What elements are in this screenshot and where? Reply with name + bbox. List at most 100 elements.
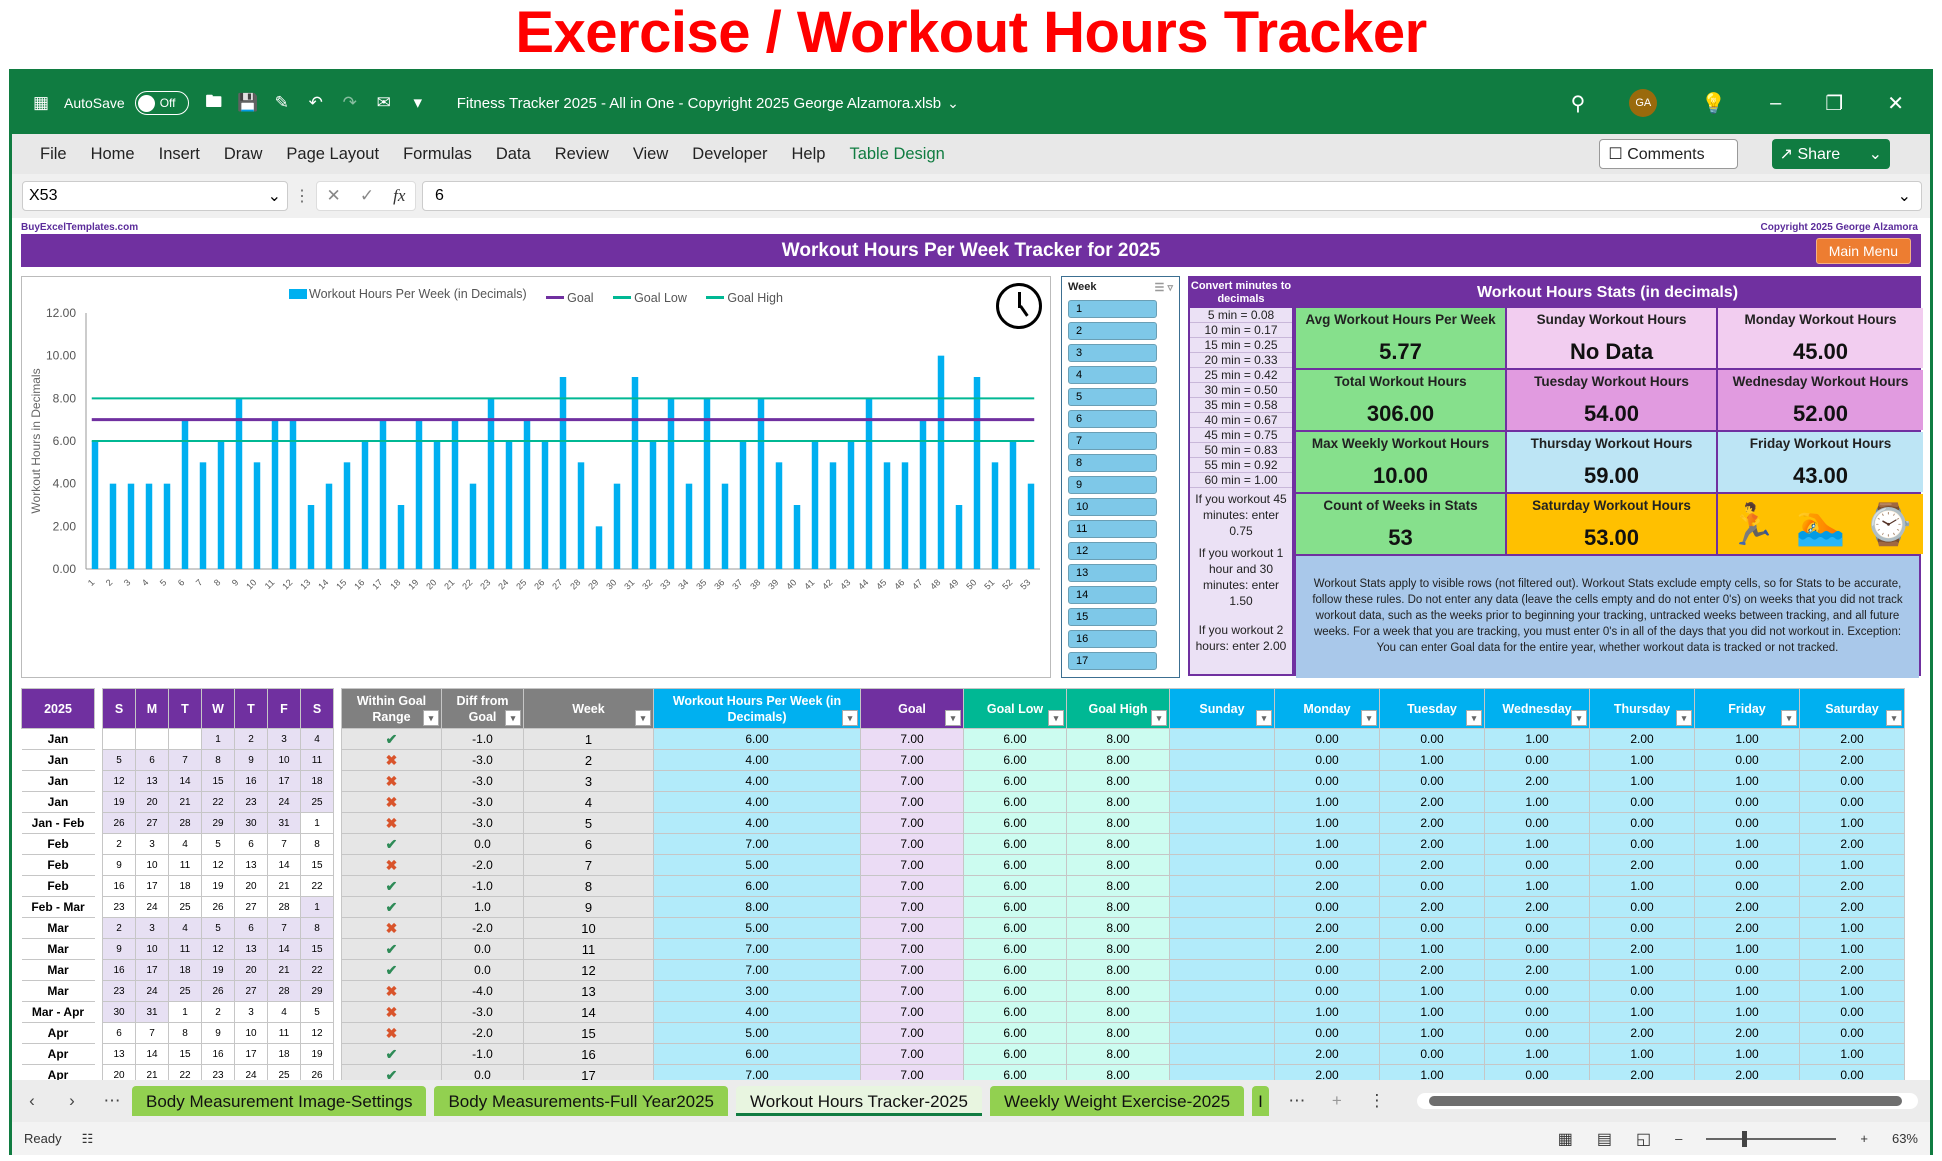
day-hours-cell[interactable]: 0.00 xyxy=(1694,791,1800,813)
diff-cell[interactable]: 0.0 xyxy=(441,959,524,981)
day-hours-cell[interactable]: 2.00 xyxy=(1274,1043,1380,1065)
col-goal-low[interactable]: Goal Low ▾ xyxy=(963,688,1067,729)
col-goal[interactable]: Goal ▾ xyxy=(860,688,964,729)
hours-cell[interactable]: 7.00 xyxy=(653,938,861,960)
day-hours-cell[interactable]: 0.00 xyxy=(1589,812,1695,834)
day-hours-cell[interactable]: 1.00 xyxy=(1589,749,1695,771)
diff-cell[interactable]: -3.0 xyxy=(441,791,524,813)
day-hours-cell[interactable]: 2.00 xyxy=(1799,875,1905,897)
day-hours-cell[interactable]: 2.00 xyxy=(1799,959,1905,981)
filter-dropdown-icon[interactable]: ▾ xyxy=(635,710,651,726)
day-hours-cell[interactable]: 1.00 xyxy=(1274,1001,1380,1023)
diff-cell[interactable]: 0.0 xyxy=(441,1064,524,1080)
day-hours-cell[interactable] xyxy=(1169,812,1275,834)
day-hours-cell[interactable]: 0.00 xyxy=(1589,833,1695,855)
goal-cell[interactable]: 7.00 xyxy=(860,791,964,813)
sheet-tab-active[interactable]: Workout Hours Tracker-2025 xyxy=(736,1086,982,1116)
day-hours-cell[interactable]: 0.00 xyxy=(1274,770,1380,792)
day-hours-cell[interactable]: 0.00 xyxy=(1799,1022,1905,1044)
goal-low-cell[interactable]: 6.00 xyxy=(963,833,1067,855)
day-hours-cell[interactable]: 1.00 xyxy=(1274,812,1380,834)
day-hours-cell[interactable]: 0.00 xyxy=(1274,728,1380,750)
day-hours-cell[interactable]: 1.00 xyxy=(1484,875,1590,897)
table-row[interactable]: Feb - Mar 23 24 25 26 27 28 1 ✔ 1.0 9 8.00 7.00 6.00 8… xyxy=(21,896,1905,918)
diff-cell[interactable]: -3.0 xyxy=(441,770,524,792)
goal-low-cell[interactable]: 6.00 xyxy=(963,959,1067,981)
day-hours-cell[interactable]: 1.00 xyxy=(1379,749,1485,771)
goal-cell[interactable]: 7.00 xyxy=(860,1001,964,1023)
day-hours-cell[interactable]: 0.00 xyxy=(1799,791,1905,813)
horizontal-scrollbar[interactable] xyxy=(1416,1093,1918,1109)
day-hours-cell[interactable]: 2.00 xyxy=(1484,770,1590,792)
week-cell[interactable]: 4 xyxy=(523,791,654,813)
email-icon[interactable]: ✉ xyxy=(376,93,391,112)
day-hours-cell[interactable]: 0.00 xyxy=(1274,749,1380,771)
day-hours-cell[interactable] xyxy=(1169,896,1275,918)
zoom-slider[interactable] xyxy=(1706,1130,1837,1147)
day-hours-cell[interactable]: 0.00 xyxy=(1694,749,1800,771)
hours-cell[interactable]: 4.00 xyxy=(653,791,861,813)
day-hours-cell[interactable]: 2.00 xyxy=(1694,1064,1800,1080)
day-hours-cell[interactable] xyxy=(1169,728,1275,750)
table-row[interactable]: Feb 2 3 4 5 6 7 8 ✔ 0.0 6 7.00 7.00 6.00 8.00 1.00 2.00 1… xyxy=(21,833,1905,855)
sheet-tab[interactable]: I xyxy=(1252,1086,1269,1116)
diff-cell[interactable]: 1.0 xyxy=(441,896,524,918)
day-hours-cell[interactable]: 1.00 xyxy=(1694,980,1800,1002)
day-hours-cell[interactable]: 1.00 xyxy=(1799,812,1905,834)
goal-low-cell[interactable]: 6.00 xyxy=(963,875,1067,897)
day-hours-cell[interactable]: 2.00 xyxy=(1484,896,1590,918)
hours-cell[interactable]: 5.00 xyxy=(653,917,861,939)
day-hours-cell[interactable]: 1.00 xyxy=(1274,791,1380,813)
multi-select-icon[interactable]: ☰ ▿ xyxy=(1154,282,1173,294)
autosave-toggle[interactable]: Off xyxy=(134,91,189,115)
week-cell[interactable]: 14 xyxy=(523,1001,654,1023)
day-hours-cell[interactable]: 2.00 xyxy=(1379,896,1485,918)
col-goal-high[interactable]: Goal High ▾ xyxy=(1066,688,1170,729)
day-hours-cell[interactable]: 0.00 xyxy=(1379,728,1485,750)
main-menu-button[interactable]: Main Menu xyxy=(1815,238,1911,264)
day-hours-cell[interactable]: 1.00 xyxy=(1589,959,1695,981)
diff-cell[interactable]: -3.0 xyxy=(441,812,524,834)
day-hours-cell[interactable]: 2.00 xyxy=(1379,791,1485,813)
hours-cell[interactable]: 5.00 xyxy=(653,1022,861,1044)
table-row[interactable]: Apr 13 14 15 16 17 18 19 ✔ -1.0 16 6.00 7.00 6.00 8.00… xyxy=(21,1043,1905,1065)
day-hours-cell[interactable]: 0.00 xyxy=(1694,812,1800,834)
comments-button[interactable]: ☐ Comments xyxy=(1599,139,1738,169)
day-hours-cell[interactable]: 2.00 xyxy=(1799,833,1905,855)
fx-icon[interactable]: fx xyxy=(393,186,406,205)
day-hours-cell[interactable]: 2.00 xyxy=(1379,959,1485,981)
goal-cell[interactable]: 7.00 xyxy=(860,854,964,876)
diff-cell[interactable]: -1.0 xyxy=(441,875,524,897)
goal-cell[interactable]: 7.00 xyxy=(860,1022,964,1044)
day-hours-cell[interactable]: 0.00 xyxy=(1379,917,1485,939)
goal-low-cell[interactable]: 6.00 xyxy=(963,1001,1067,1023)
document-title[interactable]: Fitness Tracker 2025 - All in One - Copy… xyxy=(456,94,942,112)
day-hours-cell[interactable]: 0.00 xyxy=(1694,854,1800,876)
filter-dropdown-icon[interactable]: ▾ xyxy=(1781,710,1797,726)
goal-cell[interactable]: 7.00 xyxy=(860,1043,964,1065)
table-row[interactable]: Jan 12 13 14 15 16 17 18 ✖ -3.0 3 4.00 7.00 6.00 8.00 0… xyxy=(21,770,1905,792)
day-hours-cell[interactable]: 0.00 xyxy=(1799,1064,1905,1080)
day-hours-cell[interactable]: 1.00 xyxy=(1589,1001,1695,1023)
day-hours-cell[interactable]: 1.00 xyxy=(1379,1022,1485,1044)
hours-cell[interactable]: 4.00 xyxy=(653,770,861,792)
day-hours-cell[interactable] xyxy=(1169,1043,1275,1065)
slicer-item[interactable]: 15 xyxy=(1068,608,1157,626)
slicer-item[interactable]: 10 xyxy=(1068,498,1157,516)
goal-low-cell[interactable]: 6.00 xyxy=(963,1022,1067,1044)
week-cell[interactable]: 13 xyxy=(523,980,654,1002)
hours-cell[interactable]: 7.00 xyxy=(653,1064,861,1080)
diff-cell[interactable]: -3.0 xyxy=(441,749,524,771)
save-as-icon[interactable]: ✎ xyxy=(274,93,289,112)
day-hours-cell[interactable]: 0.00 xyxy=(1274,896,1380,918)
day-hours-cell[interactable] xyxy=(1169,1001,1275,1023)
diff-cell[interactable]: -1.0 xyxy=(441,728,524,750)
day-hours-cell[interactable]: 2.00 xyxy=(1274,917,1380,939)
site-label[interactable]: BuyExcelTemplates.com xyxy=(21,222,139,233)
table-row[interactable]: Mar 16 17 18 19 20 21 22 ✔ 0.0 12 7.00 7.00 6.00 8.00 0… xyxy=(21,959,1905,981)
week-cell[interactable]: 3 xyxy=(523,770,654,792)
menu-home[interactable]: Home xyxy=(90,144,135,163)
week-cell[interactable]: 8 xyxy=(523,875,654,897)
day-hours-cell[interactable]: 0.00 xyxy=(1484,1001,1590,1023)
table-row[interactable]: Jan - Feb 26 27 28 29 30 31 1 ✖ -3.0 5 4.00 7.00 6.00… xyxy=(21,812,1905,834)
